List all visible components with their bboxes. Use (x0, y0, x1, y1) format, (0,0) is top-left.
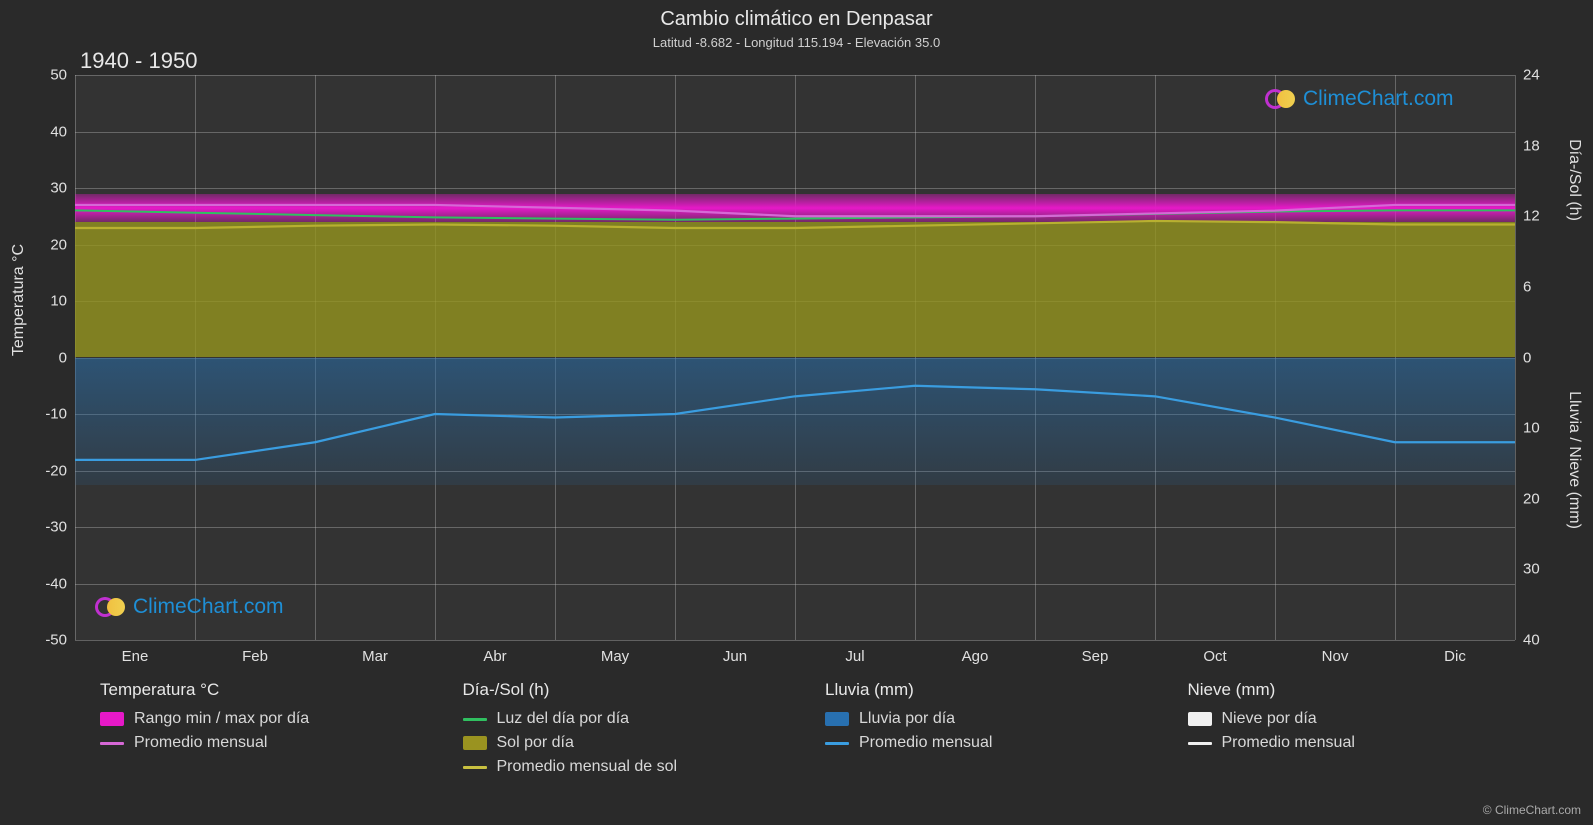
x-tick-month: Mar (362, 640, 388, 665)
legend-item-label: Promedio mensual de sol (497, 758, 678, 776)
y-axis-left-label: Temperatura °C (10, 244, 28, 356)
legend-item-label: Lluvia por día (859, 710, 955, 728)
legend-swatch (1188, 742, 1212, 745)
y-tick-left: -10 (35, 406, 75, 423)
legend-item-label: Luz del día por día (497, 710, 630, 728)
legend-swatch (100, 742, 124, 745)
legend-group-title: Temperatura °C (100, 680, 443, 700)
legend-group-title: Lluvia (mm) (825, 680, 1168, 700)
y-tick-right-top: 18 (1515, 137, 1555, 154)
x-tick-month: Jul (845, 640, 864, 665)
legend-group: Temperatura °C Rango min / max por día Pro… (100, 680, 443, 782)
legend-swatch (825, 742, 849, 745)
legend-swatch (825, 712, 849, 726)
legend-item-label: Sol por día (497, 734, 574, 752)
x-tick-month: Ene (122, 640, 149, 665)
x-tick-month: Jun (723, 640, 747, 665)
legend-item-label: Promedio mensual (1222, 734, 1355, 752)
x-tick-month: Oct (1203, 640, 1226, 665)
grid-line-h (75, 640, 1515, 641)
legend-item: Luz del día por día (463, 710, 806, 728)
legend-item: Rango min / max por día (100, 710, 443, 728)
legend-group: Nieve (mm) Nieve por día Promedio mensual (1188, 680, 1531, 782)
legend-item: Promedio mensual (1188, 734, 1531, 752)
legend-swatch (463, 736, 487, 750)
watermark-text: ClimeChart.com (1303, 87, 1454, 111)
legend-swatch (100, 712, 124, 726)
y-tick-left: -20 (35, 462, 75, 479)
copyright: © ClimeChart.com (1483, 803, 1581, 817)
legend-swatch (463, 766, 487, 769)
watermark-top: ClimeChart.com (1265, 87, 1454, 111)
y-tick-right-top: 6 (1515, 278, 1555, 295)
legend-item: Promedio mensual (100, 734, 443, 752)
y-tick-right-top: 0 (1515, 349, 1555, 366)
watermark-text: ClimeChart.com (133, 595, 284, 619)
climechart-logo-icon (95, 595, 127, 619)
legend-item-label: Promedio mensual (134, 734, 267, 752)
y-axis-right-top-label: Día-/Sol (h) (1565, 139, 1583, 221)
x-tick-month: Ago (962, 640, 989, 665)
legend-item: Lluvia por día (825, 710, 1168, 728)
climate-chart: Cambio climático en Denpasar Latitud -8.… (0, 0, 1593, 825)
y-tick-left: -30 (35, 519, 75, 536)
legend-item-label: Nieve por día (1222, 710, 1317, 728)
y-tick-right-bot: 30 (1515, 561, 1555, 578)
legend-item-label: Promedio mensual (859, 734, 992, 752)
legend-item: Nieve por día (1188, 710, 1531, 728)
y-tick-left: 0 (35, 349, 75, 366)
y-tick-left: 10 (35, 293, 75, 310)
daylight-line (75, 210, 1515, 219)
line-overlay (75, 75, 1515, 640)
y-tick-right-top: 12 (1515, 208, 1555, 225)
x-tick-month: Abr (483, 640, 506, 665)
legend-group: Día-/Sol (h) Luz del día por día Sol por d… (463, 680, 806, 782)
y-tick-right-bot: 10 (1515, 420, 1555, 437)
legend-group: Lluvia (mm) Lluvia por día Promedio mensua… (825, 680, 1168, 782)
x-tick-month: Nov (1322, 640, 1349, 665)
rain-avg-line (75, 386, 1515, 460)
y-tick-left: 20 (35, 236, 75, 253)
y-tick-left: -40 (35, 575, 75, 592)
y-tick-right-bot: 40 (1515, 632, 1555, 649)
legend-group-title: Nieve (mm) (1188, 680, 1531, 700)
legend-item: Promedio mensual de sol (463, 758, 806, 776)
plot-area: 50403020100-10-20-30-40-5024181260102030… (75, 75, 1515, 640)
legend-item: Promedio mensual (825, 734, 1168, 752)
y-tick-left: 50 (35, 67, 75, 84)
legend-item: Sol por día (463, 734, 806, 752)
watermark-bottom: ClimeChart.com (95, 595, 284, 619)
x-tick-month: Feb (242, 640, 268, 665)
x-tick-month: May (601, 640, 629, 665)
y-tick-left: 40 (35, 123, 75, 140)
legend-group-title: Día-/Sol (h) (463, 680, 806, 700)
chart-title: Cambio climático en Denpasar (660, 8, 932, 31)
y-tick-left: 30 (35, 180, 75, 197)
y-tick-right-bot: 20 (1515, 490, 1555, 507)
x-tick-month: Sep (1082, 640, 1109, 665)
y-tick-right-top: 24 (1515, 67, 1555, 84)
y-axis-right-bot-label: Lluvia / Nieve (mm) (1565, 391, 1583, 529)
period-label: 1940 - 1950 (80, 48, 197, 74)
sun-avg-line (75, 221, 1515, 228)
legend-swatch (1188, 712, 1212, 726)
legend: Temperatura °C Rango min / max por día Pro… (100, 680, 1530, 782)
x-tick-month: Dic (1444, 640, 1466, 665)
legend-item-label: Rango min / max por día (134, 710, 309, 728)
y-tick-left: -50 (35, 632, 75, 649)
chart-subtitle: Latitud -8.682 - Longitud 115.194 - Elev… (653, 35, 940, 50)
legend-swatch (463, 718, 487, 721)
climechart-logo-icon (1265, 87, 1297, 111)
